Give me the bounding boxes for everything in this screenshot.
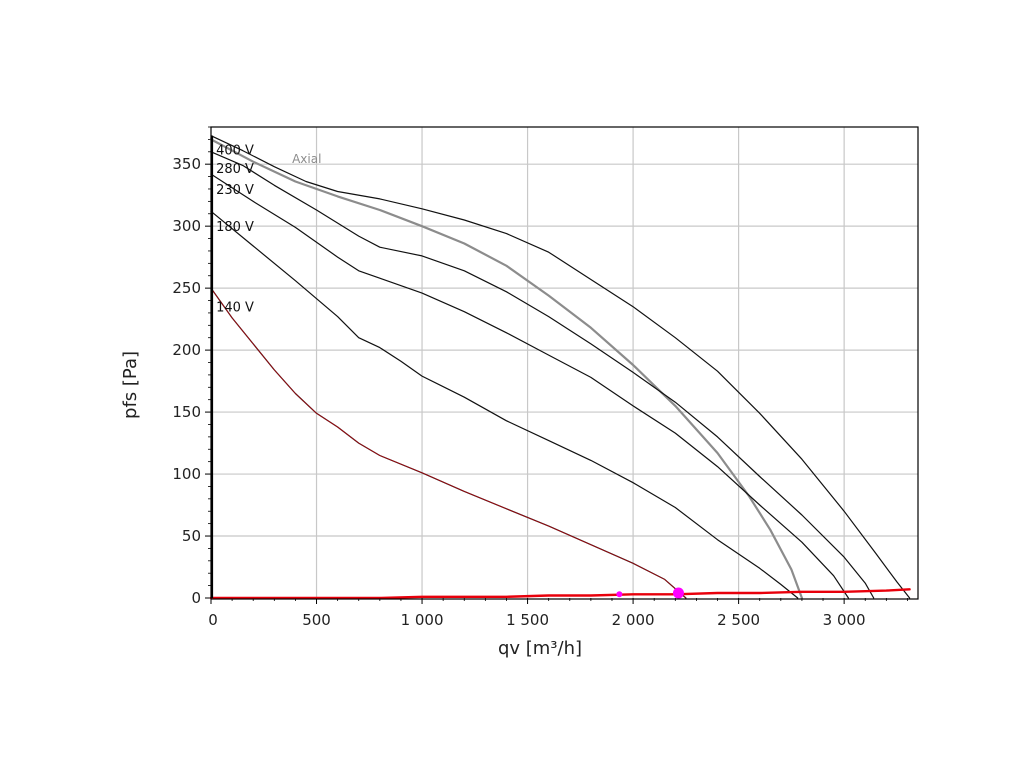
series-line-230v bbox=[210, 173, 850, 599]
series-line-180v bbox=[210, 210, 799, 599]
series-line-400v bbox=[210, 135, 911, 599]
y-tick-label: 250 bbox=[172, 279, 201, 297]
markers bbox=[616, 587, 684, 599]
series-label: 400 V bbox=[216, 143, 254, 158]
series-line-140v bbox=[210, 287, 687, 599]
y-axis-label: pfs [Pa] bbox=[120, 351, 141, 419]
series-label: 180 V bbox=[216, 220, 254, 235]
operating-point-small-marker bbox=[616, 591, 623, 598]
series-line-140v-highlight bbox=[210, 287, 687, 599]
series-label: Axial bbox=[292, 152, 321, 166]
x-tick-label: 0 bbox=[208, 611, 218, 629]
x-tick-label: 1 000 bbox=[401, 611, 444, 629]
y-tick-label: 350 bbox=[172, 155, 201, 173]
x-tick-label: 2 000 bbox=[612, 611, 655, 629]
y-tick-label: 100 bbox=[172, 465, 201, 483]
y-tick-label: 150 bbox=[172, 403, 201, 421]
tick-labels: 0 500 1 000 1 500 2 000 2 500 3 000 0 50 100 150 20… bbox=[172, 155, 865, 629]
series-line-axial bbox=[209, 138, 804, 600]
grid bbox=[211, 127, 918, 598]
x-tick-label: 500 bbox=[302, 611, 331, 629]
y-tick-label: 0 bbox=[191, 589, 201, 607]
series-label: 230 V bbox=[216, 183, 254, 198]
y-tick-label: 200 bbox=[172, 341, 201, 359]
series-label: 280 V bbox=[216, 162, 254, 177]
system-curve-line bbox=[209, 588, 911, 600]
series bbox=[209, 135, 911, 600]
series-line-280v bbox=[210, 151, 875, 599]
x-tick-label: 3 000 bbox=[823, 611, 866, 629]
x-axis-label: qv [m³/h] bbox=[498, 638, 582, 659]
y-tick-label: 300 bbox=[172, 217, 201, 235]
operating-point-marker bbox=[672, 587, 684, 599]
y-tick-label: 50 bbox=[182, 527, 201, 545]
plot-frame bbox=[210, 126, 919, 600]
x-tick-label: 1 500 bbox=[506, 611, 549, 629]
x-tick-label: 2 500 bbox=[717, 611, 760, 629]
series-label: 140 V bbox=[216, 301, 254, 316]
series-labels: 400 V 280 V 230 V 180 V 140 V Axial bbox=[216, 143, 321, 315]
